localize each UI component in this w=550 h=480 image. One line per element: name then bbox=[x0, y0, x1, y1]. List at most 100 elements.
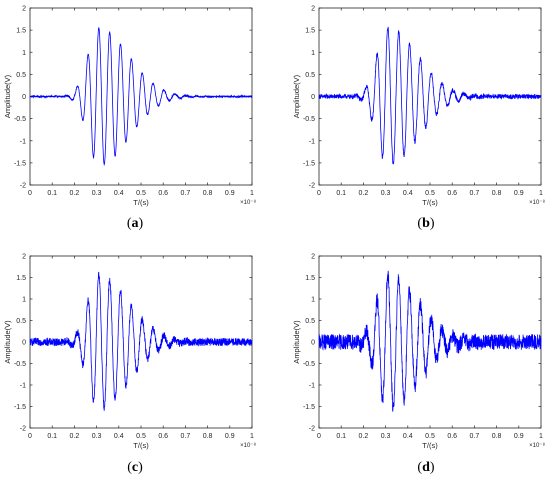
y-tick-label: 0 bbox=[22, 94, 26, 101]
y-tick-label: 0 bbox=[311, 340, 315, 347]
x-tick-label: 0.4 bbox=[403, 190, 413, 197]
y-tick-label: 0 bbox=[311, 94, 315, 101]
chart-panel-d: 0 0.1 0.2 0.3 0.4 0.5 0.6 0.7 0.8 0.9 1 -2 -1.5 -1 -0.… bbox=[292, 254, 545, 476]
panel-caption: (b) bbox=[417, 216, 434, 231]
y-tick-label: 1 bbox=[22, 50, 26, 57]
y-tick-label: -0.5 bbox=[303, 116, 315, 123]
x-tick-label: 0.7 bbox=[181, 433, 191, 440]
y-tick-label: -1 bbox=[20, 383, 26, 390]
x-tick-label: 1 bbox=[539, 190, 543, 197]
x-axis-label: T/(s) bbox=[133, 198, 149, 207]
y-tick-label: 2 bbox=[22, 6, 26, 13]
y-tick-label: -1.5 bbox=[303, 404, 315, 411]
x-tick-label: 0.4 bbox=[114, 433, 124, 440]
x-tick-label: 0.9 bbox=[514, 433, 524, 440]
y-tick-label: 0.5 bbox=[305, 72, 315, 79]
signal-line bbox=[29, 27, 253, 167]
y-tick-label: 1.5 bbox=[16, 28, 26, 35]
signal-line bbox=[318, 26, 542, 165]
y-axis-label: Amplitude(V) bbox=[3, 320, 12, 364]
x-tick-label: 0.4 bbox=[114, 190, 124, 197]
x-tick-label: 0 bbox=[28, 433, 32, 440]
y-tick-label: -1 bbox=[309, 138, 315, 145]
y-tick-label: 1 bbox=[311, 297, 315, 304]
x-tick-label: 0.6 bbox=[447, 433, 457, 440]
y-tick-label: -2 bbox=[309, 426, 315, 433]
y-tick-label: 0 bbox=[22, 340, 26, 347]
signal-line bbox=[318, 270, 542, 412]
x-tick-label: 0.7 bbox=[470, 190, 480, 197]
panel-caption: (a) bbox=[127, 216, 144, 231]
x-tick-label: 0.6 bbox=[447, 190, 457, 197]
x-tick-label: 0.6 bbox=[158, 433, 168, 440]
y-tick-label: 0.5 bbox=[305, 318, 315, 325]
y-axis-label: Amplitude(V) bbox=[292, 74, 301, 118]
x-tick-label: 0.5 bbox=[136, 433, 146, 440]
y-tick-label: 1 bbox=[311, 50, 315, 57]
y-tick-label: 0.5 bbox=[16, 318, 26, 325]
x-tick-label: 0 bbox=[317, 433, 321, 440]
y-tick-label: 1 bbox=[22, 297, 26, 304]
y-tick-label: 2 bbox=[311, 254, 315, 261]
x-axis-label: T/(s) bbox=[422, 198, 438, 207]
y-tick-label: 0.5 bbox=[16, 72, 26, 79]
x-tick-label: 0.9 bbox=[514, 190, 524, 197]
x-tick-label: 0.9 bbox=[225, 433, 235, 440]
y-tick-label: -1 bbox=[309, 383, 315, 390]
y-tick-label: -1 bbox=[20, 138, 26, 145]
y-tick-label: 1.5 bbox=[16, 275, 26, 282]
y-tick-label: -0.5 bbox=[14, 361, 26, 368]
y-tick-label: -1.5 bbox=[14, 404, 26, 411]
y-axis-label: Amplitude(V) bbox=[3, 74, 12, 118]
x-tick-label: 0.4 bbox=[403, 433, 413, 440]
x-tick-label: 0.3 bbox=[381, 433, 391, 440]
y-axis-label: Amplitude(V) bbox=[292, 320, 301, 364]
y-tick-label: -1.5 bbox=[303, 160, 315, 167]
x-tick-label: 0 bbox=[317, 190, 321, 197]
y-tick-label: 2 bbox=[311, 6, 315, 13]
x-tick-label: 0.1 bbox=[47, 190, 57, 197]
x-tick-label: 0.2 bbox=[70, 190, 80, 197]
x-exponent-label: ×10⁻⁸ bbox=[240, 199, 256, 206]
x-tick-label: 1 bbox=[539, 433, 543, 440]
x-tick-label: 0.6 bbox=[158, 190, 168, 197]
chart-panel-a: 0 0.1 0.2 0.3 0.4 0.5 0.6 0.7 0.8 0.9 1 -2 -1.5 -1 -0.… bbox=[3, 6, 256, 232]
y-tick-label: 1.5 bbox=[305, 28, 315, 35]
panel-caption: (c) bbox=[127, 460, 143, 475]
y-tick-label: -0.5 bbox=[303, 361, 315, 368]
signal-line bbox=[29, 271, 253, 411]
x-tick-label: 0.8 bbox=[203, 433, 213, 440]
chart-panel-c: 0 0.1 0.2 0.3 0.4 0.5 0.6 0.7 0.8 0.9 1 -2 -1.5 -1 -0.… bbox=[3, 254, 256, 476]
x-exponent-label: ×10⁻⁸ bbox=[529, 442, 545, 449]
x-tick-label: 0.2 bbox=[70, 433, 80, 440]
x-tick-label: 0.2 bbox=[359, 433, 369, 440]
y-tick-label: 2 bbox=[22, 254, 26, 261]
x-tick-label: 0.9 bbox=[225, 190, 235, 197]
x-tick-label: 0.3 bbox=[92, 190, 102, 197]
x-tick-label: 0.3 bbox=[92, 433, 102, 440]
chart-panel-b: 0 0.1 0.2 0.3 0.4 0.5 0.6 0.7 0.8 0.9 1 -2 -1.5 -1 -0.… bbox=[292, 6, 545, 232]
x-exponent-label: ×10⁻⁸ bbox=[529, 199, 545, 206]
x-tick-label: 0.1 bbox=[47, 433, 57, 440]
x-tick-label: 0.7 bbox=[470, 433, 480, 440]
x-axis-label: T/(s) bbox=[133, 441, 149, 450]
x-tick-label: 0.3 bbox=[381, 190, 391, 197]
x-tick-label: 0.1 bbox=[336, 433, 346, 440]
y-tick-label: -2 bbox=[309, 183, 315, 190]
x-tick-label: 0.8 bbox=[492, 433, 502, 440]
x-tick-label: 0 bbox=[28, 190, 32, 197]
x-tick-label: 0.7 bbox=[181, 190, 191, 197]
x-tick-label: 0.2 bbox=[359, 190, 369, 197]
x-tick-label: 1 bbox=[250, 190, 254, 197]
x-tick-label: 1 bbox=[250, 433, 254, 440]
x-tick-label: 0.5 bbox=[136, 190, 146, 197]
y-tick-label: -1.5 bbox=[14, 160, 26, 167]
panel-caption: (d) bbox=[417, 460, 434, 475]
x-axis-label: T/(s) bbox=[422, 441, 438, 450]
x-tick-label: 0.5 bbox=[425, 433, 435, 440]
y-tick-label: 1.5 bbox=[305, 275, 315, 282]
y-tick-label: -2 bbox=[20, 426, 26, 433]
x-tick-label: 0.8 bbox=[203, 190, 213, 197]
